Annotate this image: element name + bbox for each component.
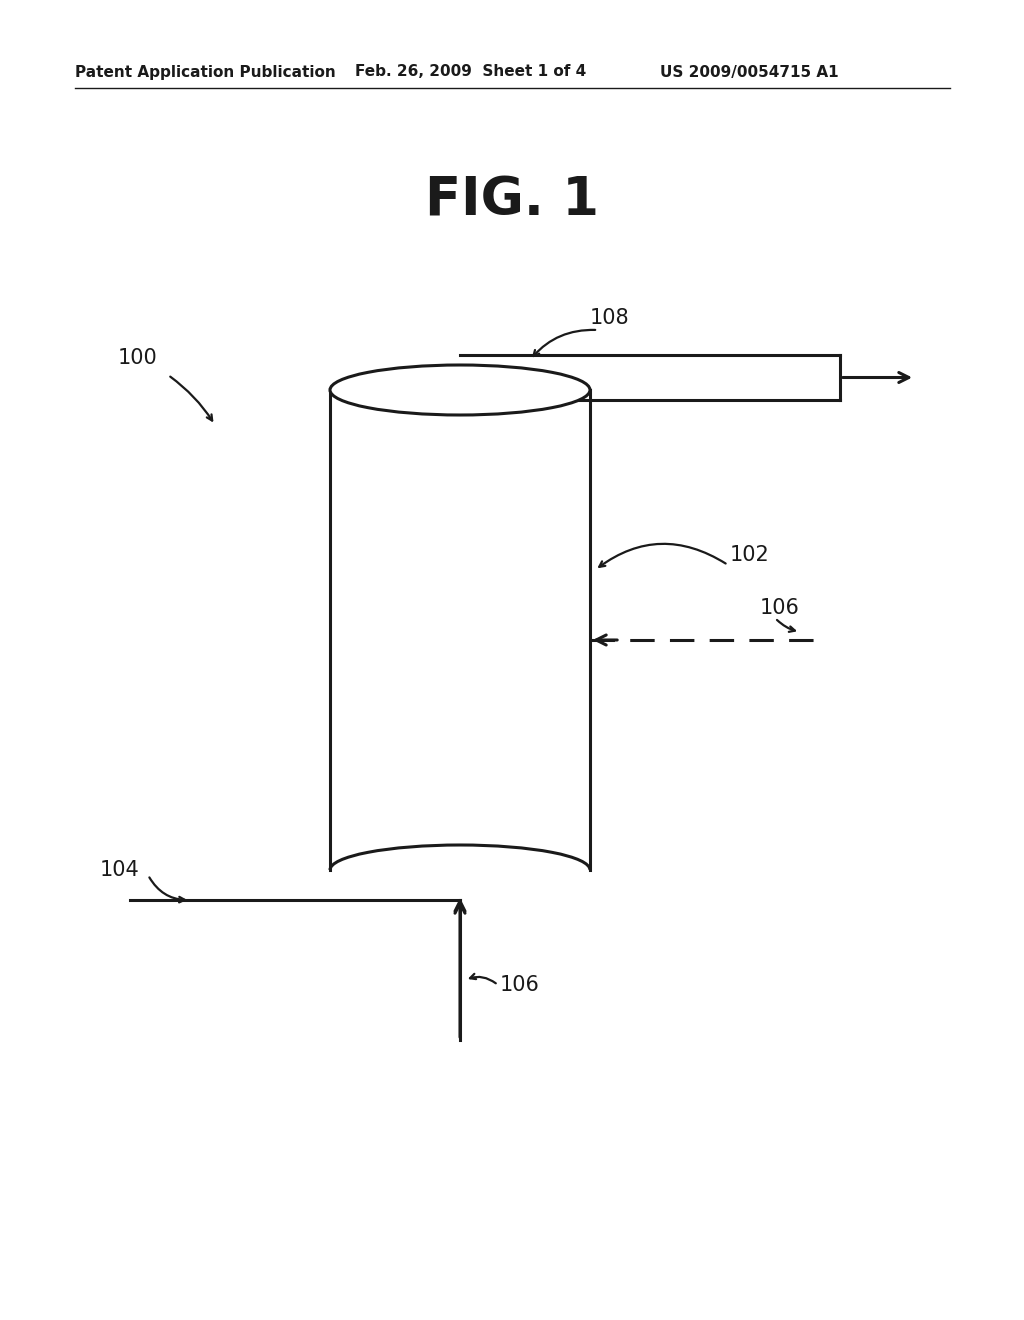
Text: 108: 108 xyxy=(590,308,630,327)
Text: Patent Application Publication: Patent Application Publication xyxy=(75,65,336,79)
Text: US 2009/0054715 A1: US 2009/0054715 A1 xyxy=(660,65,839,79)
Text: 106: 106 xyxy=(500,975,540,995)
Text: 102: 102 xyxy=(730,545,770,565)
Ellipse shape xyxy=(330,366,590,414)
Text: 104: 104 xyxy=(100,861,139,880)
Text: 100: 100 xyxy=(118,348,158,368)
Text: Feb. 26, 2009  Sheet 1 of 4: Feb. 26, 2009 Sheet 1 of 4 xyxy=(355,65,587,79)
Text: 106: 106 xyxy=(760,598,800,618)
Text: FIG. 1: FIG. 1 xyxy=(425,174,599,226)
